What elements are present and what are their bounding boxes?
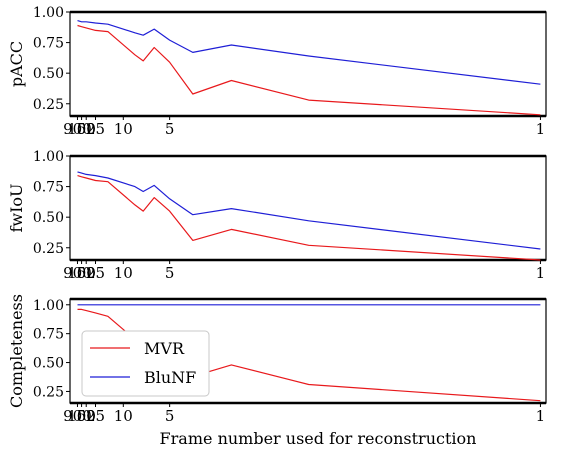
y-tick-label: 0.75 — [33, 36, 64, 52]
y-tick-label: 1.00 — [33, 149, 64, 165]
x-tick-label: 1 — [536, 264, 546, 282]
y-tick-label: 0.50 — [33, 66, 64, 82]
x-tick-label: 50 — [77, 264, 96, 282]
x-tick-label: 100 — [67, 264, 96, 282]
legend-label-blunf: BluNF — [144, 368, 196, 387]
y-tick-label: 0.75 — [33, 180, 64, 196]
x-tick-label: 25 — [86, 264, 105, 282]
legend-box — [81, 330, 210, 397]
x-tick-label: 900 — [63, 264, 92, 282]
axes-frame — [69, 155, 547, 261]
x-tick-label: 50 — [77, 120, 96, 138]
series-line-mvr — [77, 24, 541, 116]
x-axis-label: Frame number used for reconstruction — [160, 429, 477, 448]
x-tick-label: 900 — [63, 120, 92, 138]
x-tick-label: 5 — [165, 264, 175, 282]
x-tick-label: 1 — [536, 120, 546, 138]
series-line-mvr — [77, 175, 541, 261]
x-tick-label: 100 — [67, 407, 96, 425]
x-tick-label: 1 — [536, 407, 546, 425]
y-axis-label: fwIoU — [7, 183, 26, 232]
legend-label-mvr: MVR — [144, 339, 185, 358]
y-tick-label: 0.50 — [33, 356, 64, 372]
x-tick-label: 10 — [114, 120, 133, 138]
y-tick-label: 0.25 — [33, 97, 64, 113]
x-tick-label: 25 — [86, 407, 105, 425]
legend: MVR BluNF — [81, 330, 210, 397]
x-tick-label: 100 — [67, 120, 96, 138]
y-axis-label: pACC — [7, 41, 26, 87]
y-tick-label: 0.25 — [33, 241, 64, 257]
x-tick-label: 5 — [165, 407, 175, 425]
y-tick-label: 0.75 — [33, 327, 64, 343]
y-tick-label: 1.00 — [33, 5, 64, 21]
x-tick-label: 10 — [114, 264, 133, 282]
series-line-blunf — [77, 20, 541, 85]
y-tick-label: 1.00 — [33, 298, 64, 314]
x-tick-label: 50 — [77, 407, 96, 425]
x-tick-label: 5 — [165, 120, 175, 138]
series-line-blunf — [77, 171, 541, 250]
y-axis-label: Completeness — [7, 294, 26, 408]
x-tick-label: 900 — [63, 407, 92, 425]
y-tick-label: 0.50 — [33, 210, 64, 226]
x-tick-label: 25 — [86, 120, 105, 138]
y-tick-label: 0.25 — [33, 384, 64, 400]
x-tick-label: 10 — [114, 407, 133, 425]
